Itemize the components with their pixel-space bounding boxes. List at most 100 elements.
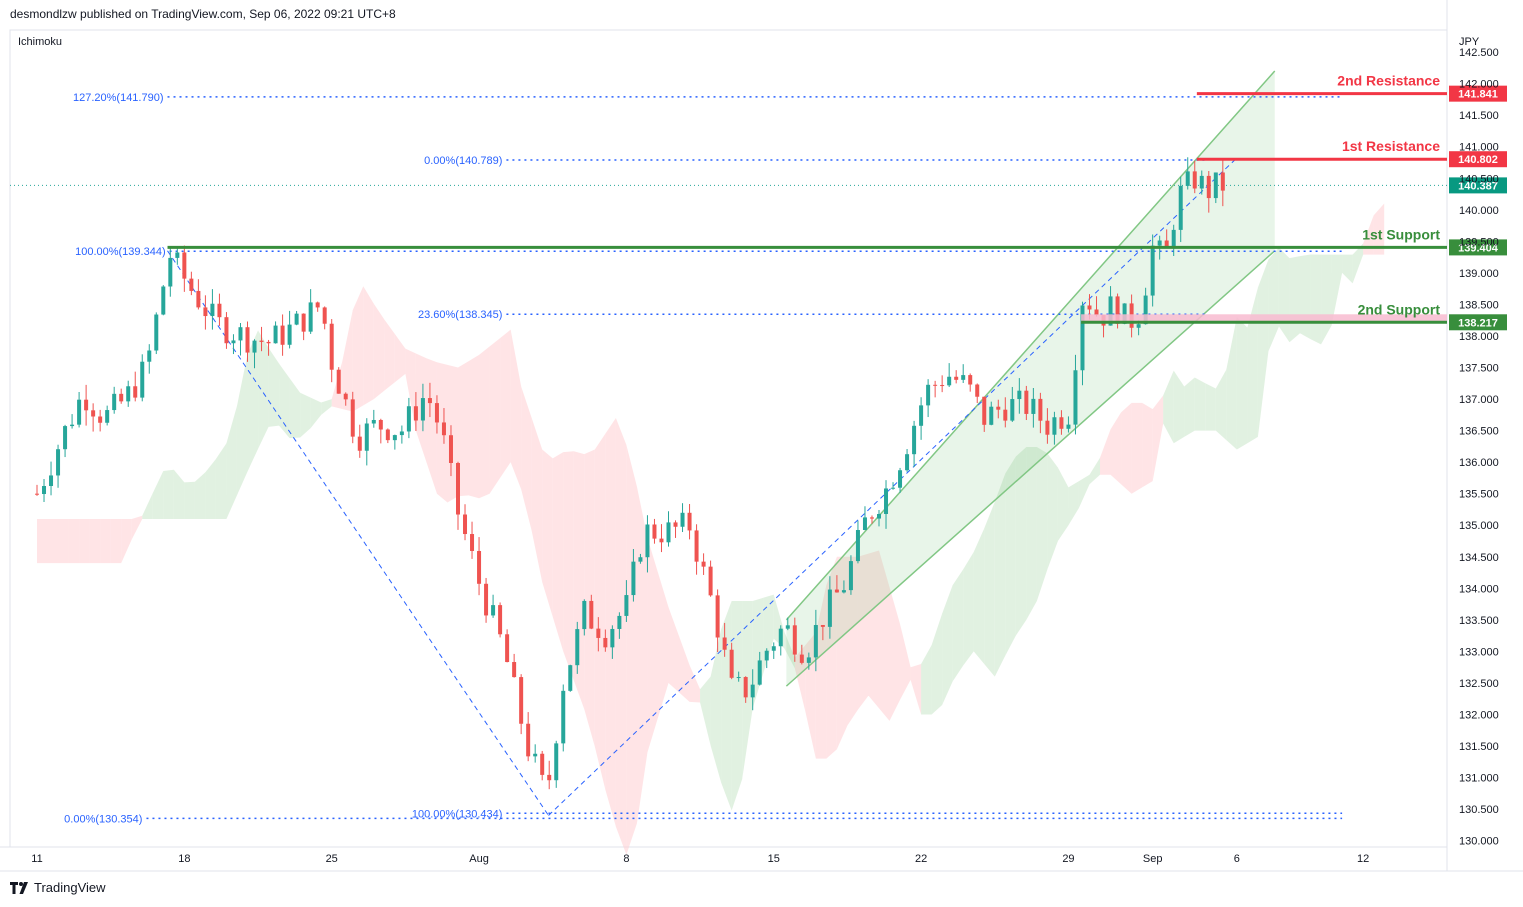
ichimoku-cloud-segment [679, 636, 690, 702]
candle-body [1220, 172, 1225, 191]
candle-body [140, 361, 145, 398]
ichimoku-cloud-segment [1257, 259, 1269, 437]
ichimoku-cloud-segment [1247, 287, 1258, 444]
candle-body [869, 517, 874, 519]
candle-body [84, 399, 89, 411]
candle-body [259, 340, 264, 342]
candle-body [343, 393, 348, 400]
ichimoku-cloud-segment [605, 417, 616, 827]
fib-level-label: 23.60%(138.345) [418, 309, 502, 321]
ichimoku-cloud-segment [1131, 402, 1143, 494]
ichimoku-cloud-segment [215, 443, 227, 519]
x-tick-label: 18 [178, 853, 190, 865]
candle-body [1171, 229, 1176, 249]
y-tick-label: 135.500 [1459, 489, 1499, 501]
candle-body [631, 561, 636, 596]
candle-body [701, 561, 706, 567]
ichimoku-cloud-segment [300, 392, 311, 438]
ichimoku-cloud-segment [58, 518, 69, 564]
candle-body [940, 385, 945, 387]
candle-body [112, 393, 117, 411]
y-tick-label: 132.000 [1459, 710, 1499, 722]
fib-trend-line [167, 250, 549, 816]
candle-body [947, 376, 952, 386]
candle-body [491, 605, 496, 616]
ichimoku-cloud-segment [1289, 256, 1300, 343]
candle-body [778, 628, 783, 647]
candle-body [1150, 245, 1155, 296]
ichimoku-cloud-segment [289, 378, 301, 439]
candle-body [638, 557, 643, 562]
ichimoku-cloud-segment [321, 399, 332, 415]
ichimoku-cloud-segment [689, 665, 701, 703]
candle-body [926, 384, 931, 406]
ichimoku-cloud-segment [426, 358, 437, 494]
ichimoku-cloud-segment [563, 451, 574, 681]
y-tick-label: 131.000 [1459, 773, 1499, 785]
candle-body [1206, 175, 1211, 199]
candle-body [813, 625, 818, 658]
candle-body [715, 595, 720, 638]
x-tick-label: Aug [469, 853, 489, 865]
currency-label: JPY [1459, 36, 1480, 48]
candle-body [1087, 305, 1092, 310]
candle-body [1136, 324, 1141, 328]
candle-body [582, 600, 587, 630]
y-tick-label: 137.000 [1459, 394, 1499, 406]
ichimoku-cloud-segment [805, 632, 816, 759]
candle-body [547, 774, 552, 781]
fib-level-label: 100.00%(139.344) [75, 246, 166, 258]
candle-body [217, 303, 222, 318]
candle-body [1073, 370, 1078, 425]
candle-body [505, 634, 510, 663]
y-tick-label: 139.000 [1459, 268, 1499, 280]
y-tick-label: 141.000 [1459, 142, 1499, 154]
candle-body [1213, 172, 1218, 199]
candle-body [561, 690, 566, 744]
footer-brand[interactable]: TradingView [10, 880, 106, 895]
candle-body [350, 399, 355, 437]
candle-body [49, 475, 54, 487]
y-tick-label: 132.500 [1459, 678, 1499, 690]
candle-body [722, 637, 727, 650]
channel-fill [786, 71, 1275, 687]
level-label: 2nd Resistance [1337, 73, 1440, 89]
ichimoku-cloud-segment [468, 354, 480, 499]
ichimoku-cloud-segment [531, 417, 543, 583]
ichimoku-cloud-segment [258, 330, 269, 449]
candle-body [294, 313, 299, 325]
y-tick-label: 136.500 [1459, 426, 1499, 438]
candle-body [596, 628, 601, 638]
candle-body [680, 512, 685, 527]
ichimoku-cloud-segment [626, 445, 637, 855]
candle-body [975, 384, 980, 397]
candle-body [133, 386, 138, 398]
ichimoku-cloud-segment [615, 417, 627, 855]
x-tick-label: 6 [1234, 853, 1240, 865]
candle-body [933, 384, 938, 386]
ichimoku-cloud-segment [857, 553, 869, 710]
candle-body [224, 317, 229, 344]
candle-body [231, 340, 236, 344]
price-tag-box [1449, 239, 1507, 256]
y-tick-label: 142.500 [1459, 47, 1499, 59]
ichimoku-cloud-segment [521, 386, 532, 531]
candle-body [161, 286, 166, 315]
candle-body [806, 657, 811, 663]
ichimoku-cloud-segment [1005, 456, 1016, 656]
fib-level-label: 100.00%(130.434) [412, 808, 503, 820]
level-label: 1st Resistance [1342, 138, 1440, 154]
ichimoku-cloud-segment [1068, 481, 1079, 526]
candle-body [855, 530, 860, 562]
candle-body [961, 375, 966, 380]
y-tick-label: 130.000 [1459, 836, 1499, 848]
tradingview-logo-icon [10, 881, 28, 894]
candle-body [757, 660, 762, 685]
ichimoku-cloud-segment [384, 319, 395, 391]
ichimoku-cloud-segment [510, 329, 522, 490]
ichimoku-cloud-segment [163, 469, 174, 519]
candle-body [175, 252, 180, 258]
candle-body [301, 313, 306, 332]
ichimoku-cloud-segment [279, 363, 290, 439]
